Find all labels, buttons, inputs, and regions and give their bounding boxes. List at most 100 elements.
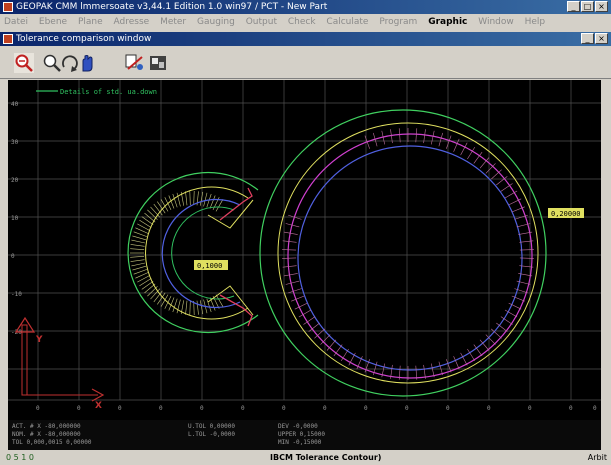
deviation-vector bbox=[364, 135, 370, 149]
subwindow-close-button[interactable]: × bbox=[595, 33, 608, 44]
deviation-vector bbox=[294, 302, 308, 310]
upper-notch bbox=[219, 187, 253, 221]
x-tick-label: 0 bbox=[323, 405, 327, 412]
print-icon[interactable] bbox=[148, 53, 168, 73]
deviation-vector bbox=[215, 294, 224, 307]
x-tick-label: 0 bbox=[569, 405, 573, 412]
menu-item[interactable]: Meter bbox=[160, 17, 187, 27]
x-tick-label: 0 bbox=[487, 405, 491, 412]
deviation-vector bbox=[381, 130, 385, 145]
menu-item[interactable]: Plane bbox=[77, 17, 103, 27]
deviation-vector bbox=[150, 206, 161, 218]
status-panel: ACT. # X -80,000000 NOM. # X -80,000000 … bbox=[8, 420, 601, 450]
deviation-vector bbox=[511, 206, 525, 213]
deviation-vector bbox=[467, 348, 476, 362]
deviation-vector bbox=[193, 190, 195, 206]
menu-item[interactable]: Adresse bbox=[113, 17, 150, 27]
status-mode: IBCM Tolerance Contour) bbox=[270, 453, 382, 462]
menu-item[interactable]: Calculate bbox=[326, 17, 369, 27]
x-tick-label: 0 bbox=[528, 405, 532, 412]
menu-item[interactable]: Window bbox=[478, 17, 514, 27]
deviation-vector bbox=[176, 299, 181, 314]
close-button[interactable]: × bbox=[595, 1, 608, 12]
deviation-vector bbox=[519, 265, 534, 268]
deviation-vector bbox=[490, 328, 502, 339]
deviation-vector bbox=[519, 257, 534, 259]
menu-item[interactable]: Help bbox=[524, 17, 546, 27]
deviation-vector bbox=[282, 240, 297, 243]
deviation-vector bbox=[176, 192, 181, 207]
deviation-vector bbox=[189, 190, 191, 206]
deviation-vector bbox=[364, 359, 370, 373]
subwindow-title-bar: Tolerance comparison window _ × bbox=[0, 32, 611, 46]
title-bar: GEOPAK CMM lmmersoate v3,44.1 Edition 1.… bbox=[0, 0, 611, 14]
deviation-vector bbox=[490, 169, 502, 180]
deviation-vector bbox=[514, 214, 528, 220]
deviation-vector bbox=[157, 201, 166, 214]
deviation-vector bbox=[130, 256, 145, 258]
axis-indicator: Y X bbox=[14, 316, 105, 411]
deviation-vector bbox=[283, 231, 298, 235]
deviation-vector bbox=[308, 322, 320, 332]
deviation-vector bbox=[460, 142, 468, 156]
deviation-vector bbox=[147, 286, 158, 297]
deviation-vector bbox=[508, 302, 522, 310]
y-tick-label: 30 bbox=[11, 139, 19, 146]
deviation-vector bbox=[518, 273, 533, 277]
tolerance-plot[interactable]: Details of std. ua.down 40 30 20 10 0 -1… bbox=[8, 80, 601, 420]
minimize-button[interactable]: _ bbox=[567, 1, 580, 12]
deviation-vector bbox=[160, 199, 169, 212]
zoom-out-icon[interactable] bbox=[14, 53, 34, 73]
deviation-vector bbox=[132, 235, 146, 241]
status-indicators: 0 5 1 0 bbox=[6, 453, 34, 462]
menu-item[interactable]: Datei bbox=[4, 17, 29, 27]
window-title: GEOPAK CMM lmmersoate v3,44.1 Edition 1.… bbox=[16, 2, 328, 12]
y-tick-label: 20 bbox=[11, 177, 19, 184]
deviation-vector bbox=[519, 240, 534, 243]
deviation-label-center[interactable]: 0,1000 bbox=[197, 262, 222, 270]
deviation-vector bbox=[431, 363, 435, 378]
x-tick-label: 0 bbox=[77, 405, 81, 412]
deviation-vector bbox=[282, 265, 297, 268]
inner-tolerance-contour bbox=[297, 145, 523, 371]
pan-hand-icon[interactable] bbox=[78, 53, 98, 73]
deviation-vector bbox=[326, 339, 337, 351]
toolbar bbox=[0, 48, 611, 79]
deviation-vector bbox=[135, 227, 149, 234]
lower-notch-nominal bbox=[207, 285, 254, 316]
deviation-vector bbox=[131, 262, 146, 267]
menu-item[interactable]: Ebene bbox=[38, 17, 68, 27]
deviation-vector bbox=[508, 198, 522, 206]
subwindow-minimize-button[interactable]: _ bbox=[581, 33, 594, 44]
menu-item[interactable]: Check bbox=[287, 17, 316, 27]
deviation-vector bbox=[504, 190, 518, 199]
status-text: UPPER 0,15000 bbox=[278, 431, 325, 438]
deviation-vector bbox=[320, 334, 331, 345]
small-outer-contour bbox=[127, 171, 259, 334]
menu-item[interactable]: Output bbox=[245, 17, 277, 27]
zoom-icon[interactable] bbox=[42, 53, 62, 73]
deviation-vector bbox=[206, 193, 212, 208]
menu-item[interactable]: Gauging bbox=[197, 17, 235, 27]
deviation-vector bbox=[139, 219, 152, 228]
deviation-vector bbox=[288, 288, 302, 294]
lower-notch bbox=[219, 294, 253, 327]
app-icon bbox=[3, 2, 13, 12]
maximize-button[interactable]: □ bbox=[581, 1, 594, 12]
legend-label: Details of std. ua.down bbox=[60, 88, 157, 96]
status-text: ACT. # X -80,000000 bbox=[12, 423, 81, 430]
menu-item[interactable]: Program bbox=[379, 17, 418, 27]
deviation-vector bbox=[340, 348, 349, 362]
small-inner-green-contour bbox=[171, 206, 235, 300]
menu-item-graphic[interactable]: Graphic bbox=[428, 17, 468, 27]
deviation-vector bbox=[130, 259, 145, 262]
y-tick-label: 40 bbox=[11, 101, 19, 108]
deviation-vector bbox=[200, 191, 204, 206]
deviation-label-right[interactable]: 0,20000 bbox=[551, 210, 581, 218]
deviation-vector bbox=[168, 195, 175, 209]
deviation-vector bbox=[150, 288, 161, 300]
measure-icon[interactable] bbox=[124, 53, 144, 73]
rotate-icon[interactable] bbox=[60, 53, 80, 73]
status-bar: 0 5 1 0 IBCM Tolerance Contour) Arbit bbox=[0, 451, 611, 465]
status-text: L.TOL -0,0000 bbox=[188, 431, 235, 438]
